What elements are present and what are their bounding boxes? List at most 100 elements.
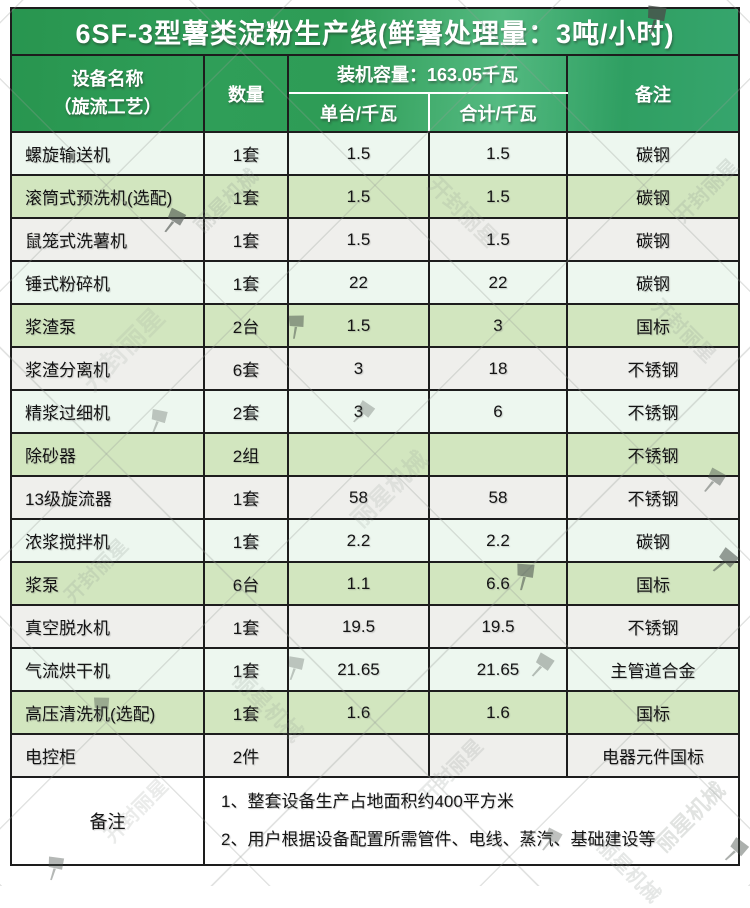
table-header: 6SF-3型薯类淀粉生产线(鲜薯处理量：3吨/小时) 设备名称 （旋流工艺） 数…: [9, 7, 741, 133]
cell-device-name: 浓浆搅拌机: [10, 518, 205, 563]
cell-qty: 1套: [203, 690, 289, 735]
cell-device-name: 精浆过细机: [10, 389, 205, 434]
cell-total-kw: 21.65: [428, 647, 568, 692]
cell-remark: 不锈钢: [565, 389, 741, 434]
cell-total-kw: 6.6: [428, 561, 568, 606]
header-device-name-line1: 设备名称: [71, 68, 144, 89]
cell-remark: 碳钢: [565, 131, 741, 176]
table-row: 浆渣分离机 6套 3 18 不锈钢: [10, 346, 741, 391]
table-row: 螺旋输送机 1套 1.5 1.5 碳钢: [10, 131, 741, 176]
table-row: 精浆过细机 2套 3 6 不锈钢: [10, 389, 741, 434]
cell-total-kw: 22: [428, 260, 568, 305]
cell-unit-kw: 2.2: [287, 518, 430, 563]
cell-total-kw: 3: [428, 303, 568, 348]
table-row: 滚筒式预洗机(选配) 1套 1.5 1.5 碳钢: [10, 174, 741, 219]
cell-qty: 1套: [203, 518, 289, 563]
header-remark: 备注: [565, 54, 741, 133]
table-row: 浓浆搅拌机 1套 2.2 2.2 碳钢: [10, 518, 741, 563]
cell-qty: 1套: [203, 475, 289, 520]
cell-device-name: 浆泵: [10, 561, 205, 606]
cell-device-name: 高压清洗机(选配): [10, 690, 205, 735]
cell-remark: 国标: [565, 690, 741, 735]
cell-total-kw: [428, 733, 568, 778]
cell-total-kw: [428, 432, 568, 477]
cell-total-kw: 19.5: [428, 604, 568, 649]
table-row: 真空脱水机 1套 19.5 19.5 不锈钢: [10, 604, 741, 649]
header-device-name: 设备名称 （旋流工艺）: [10, 54, 205, 133]
cell-unit-kw: [287, 733, 430, 778]
table-row: 气流烘干机 1套 21.65 21.65 主管道合金: [10, 647, 741, 692]
cell-device-name: 滚筒式预洗机(选配): [10, 174, 205, 219]
cell-unit-kw: 22: [287, 260, 430, 305]
cell-remark: 不锈钢: [565, 475, 741, 520]
table-row: 高压清洗机(选配) 1套 1.6 1.6 国标: [10, 690, 741, 735]
cell-qty: 1套: [203, 647, 289, 692]
cell-remark: 国标: [565, 561, 741, 606]
cell-remark: 碳钢: [565, 217, 741, 262]
cell-remark: 主管道合金: [565, 647, 741, 692]
page-title: 6SF-3型薯类淀粉生产线(鲜薯处理量：3吨/小时): [9, 7, 741, 56]
footer-note-2: 2、用户根据设备配置所需管件、电线、蒸汽、基础建设等: [221, 830, 656, 849]
cell-device-name: 气流烘干机: [10, 647, 205, 692]
cell-unit-kw: 1.1: [287, 561, 430, 606]
cell-qty: 1套: [203, 131, 289, 176]
cell-unit-kw: 1.5: [287, 217, 430, 262]
cell-device-name: 13级旋流器: [10, 475, 205, 520]
header-installed-capacity: 装机容量：163.05千瓦: [287, 54, 568, 94]
table-row: 浆泵 6台 1.1 6.6 国标: [10, 561, 741, 606]
table-row: 鼠笼式洗薯机 1套 1.5 1.5 碳钢: [10, 217, 741, 262]
cell-unit-kw: 1.6: [287, 690, 430, 735]
cell-device-name: 螺旋输送机: [10, 131, 205, 176]
table-row: 浆渣泵 2台 1.5 3 国标: [10, 303, 741, 348]
header-total-kw: 合计/千瓦: [428, 92, 568, 133]
footer-row: 备注 1、整套设备生产占地面积约400平方米 2、用户根据设备配置所需管件、电线…: [10, 776, 741, 866]
footer-notes: 1、整套设备生产占地面积约400平方米 2、用户根据设备配置所需管件、电线、蒸汽…: [202, 776, 741, 866]
footer-label: 备注: [10, 776, 205, 866]
cell-remark: 国标: [565, 303, 741, 348]
cell-remark: 碳钢: [565, 518, 741, 563]
cell-unit-kw: 1.5: [287, 174, 430, 219]
cell-qty: 1套: [203, 260, 289, 305]
cell-total-kw: 1.5: [428, 174, 568, 219]
cell-unit-kw: 3: [287, 346, 430, 391]
cell-device-name: 浆渣分离机: [10, 346, 205, 391]
cell-unit-kw: 58: [287, 475, 430, 520]
table-row: 电控柜 2件 电器元件国标: [10, 733, 741, 778]
spec-table: 6SF-3型薯类淀粉生产线(鲜薯处理量：3吨/小时) 设备名称 （旋流工艺） 数…: [9, 7, 741, 866]
cell-device-name: 真空脱水机: [10, 604, 205, 649]
cell-device-name: 浆渣泵: [10, 303, 205, 348]
header-quantity: 数量: [203, 54, 289, 133]
cell-qty: 2套: [203, 389, 289, 434]
cell-unit-kw: 1.5: [287, 131, 430, 176]
cell-remark: 不锈钢: [565, 604, 741, 649]
cell-remark: 碳钢: [565, 174, 741, 219]
cell-device-name: 除砂器: [10, 432, 205, 477]
cell-unit-kw: 1.5: [287, 303, 430, 348]
cell-qty: 1套: [203, 174, 289, 219]
cell-device-name: 锤式粉碎机: [10, 260, 205, 305]
cell-unit-kw: 19.5: [287, 604, 430, 649]
cell-qty: 1套: [203, 604, 289, 649]
cell-qty: 6套: [203, 346, 289, 391]
table-row: 除砂器 2组 不锈钢: [10, 432, 741, 477]
cell-unit-kw: [287, 432, 430, 477]
cell-total-kw: 1.6: [428, 690, 568, 735]
cell-device-name: 鼠笼式洗薯机: [10, 217, 205, 262]
cell-qty: 2件: [203, 733, 289, 778]
cell-total-kw: 18: [428, 346, 568, 391]
table-body: 螺旋输送机 1套 1.5 1.5 碳钢 滚筒式预洗机(选配) 1套 1.5 1.…: [10, 131, 741, 866]
footer-note-1: 1、整套设备生产占地面积约400平方米: [221, 792, 514, 812]
cell-total-kw: 1.5: [428, 217, 568, 262]
cell-unit-kw: 21.65: [287, 647, 430, 692]
cell-qty: 2组: [203, 432, 289, 477]
cell-qty: 6台: [203, 561, 289, 606]
cell-remark: 不锈钢: [565, 432, 741, 477]
cell-total-kw: 2.2: [428, 518, 568, 563]
cell-qty: 2台: [203, 303, 289, 348]
table-row: 锤式粉碎机 1套 22 22 碳钢: [10, 260, 741, 305]
cell-unit-kw: 3: [287, 389, 430, 434]
cell-remark: 不锈钢: [565, 346, 741, 391]
table-row: 13级旋流器 1套 58 58 不锈钢: [10, 475, 741, 520]
header-device-name-line2: （旋流工艺）: [53, 96, 162, 117]
